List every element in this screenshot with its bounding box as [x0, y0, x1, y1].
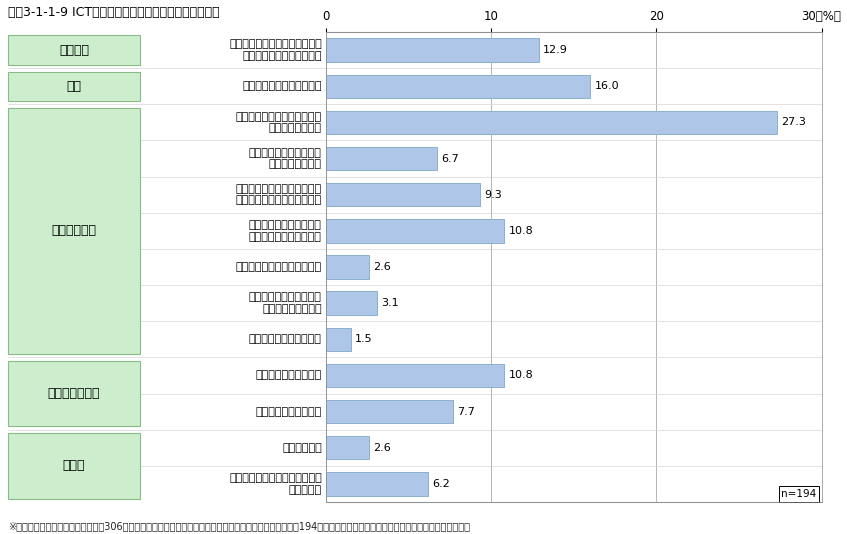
Bar [326, 183, 479, 207]
Bar [326, 364, 505, 387]
Bar [326, 292, 377, 315]
Bar [326, 255, 369, 279]
Text: 6.7: 6.7 [441, 154, 458, 163]
Text: 3.1: 3.1 [381, 298, 399, 308]
Text: 防災無線: 防災無線 [59, 44, 89, 57]
Bar [326, 111, 777, 134]
Text: その他: その他 [63, 459, 86, 472]
Text: 紙媒体の活用: 紙媒体の活用 [282, 443, 322, 453]
Bar [326, 436, 369, 459]
Text: 放送: 放送 [67, 80, 81, 93]
Bar [326, 472, 429, 496]
Text: 情報の集約、一元管理化: 情報の集約、一元管理化 [249, 334, 322, 344]
Text: 10.8: 10.8 [508, 226, 534, 236]
Text: 通信手段（特に携帯電話）を
確保するための電源の重要性: 通信手段（特に携帯電話）を 確保するための電源の重要性 [235, 184, 322, 206]
Text: 通信手段の迅速な復旧・整備: 通信手段の迅速な復旧・整備 [235, 262, 322, 272]
Text: 9.3: 9.3 [484, 190, 501, 200]
Text: 放送による地域情報の提供: 放送による地域情報の提供 [242, 81, 322, 91]
Text: 市民に確実に情報が伝わる手段
（戸別防災無線等）の整備: 市民に確実に情報が伝わる手段 （戸別防災無線等）の整備 [229, 40, 322, 61]
Text: 通信インフラ: 通信インフラ [52, 224, 97, 237]
Text: 2.6: 2.6 [374, 443, 391, 453]
Text: 16.0: 16.0 [595, 81, 619, 91]
Text: n=194: n=194 [782, 489, 817, 499]
Text: インターネットの課題: インターネットの課題 [256, 406, 322, 417]
Text: 12.9: 12.9 [543, 45, 568, 55]
Text: 代替・補完手段としての
衛星電話の必要性: 代替・補完手段としての 衛星電話の必要性 [249, 148, 322, 169]
Text: 情報の正確性、情報配信
方法の多様性の確保: 情報の正確性、情報配信 方法の多様性の確保 [249, 292, 322, 314]
Text: インターネットの効用: インターネットの効用 [256, 371, 322, 380]
Text: インターネット: インターネット [48, 387, 100, 400]
Text: ライフラインの一つとしての
携帯電話の重要性: ライフラインの一つとしての 携帯電話の重要性 [235, 112, 322, 133]
Text: ライフラインとしての電源確保
の重要性等: ライフラインとしての電源確保 の重要性等 [229, 473, 322, 494]
Text: 7.7: 7.7 [457, 406, 475, 417]
Bar [326, 400, 453, 423]
Bar [326, 38, 540, 62]
Bar [326, 327, 351, 351]
Text: ※　比率は、全インタビュー対象（306件）のうち自由回答により具体的な要望やニーズが得られた回答者194件を母数とした、各項目に関する内容の回答件数の割合。: ※ 比率は、全インタビュー対象（306件）のうち自由回答により具体的な要望やニー… [8, 521, 470, 531]
Text: 6.2: 6.2 [433, 479, 451, 489]
Text: 27.3: 27.3 [781, 117, 806, 128]
Text: 通信インフラの可用性、
信頼性、冗長性等の確保: 通信インフラの可用性、 信頼性、冗長性等の確保 [249, 220, 322, 242]
Text: 図表3-1-1-9 ICT環境等に関する具体的な要望やニーズ: 図表3-1-1-9 ICT環境等に関する具体的な要望やニーズ [8, 6, 220, 19]
Text: 10.8: 10.8 [508, 371, 534, 380]
Text: 1.5: 1.5 [355, 334, 373, 344]
Bar [326, 219, 505, 242]
Bar [326, 75, 590, 98]
Bar [326, 147, 437, 170]
Text: 2.6: 2.6 [374, 262, 391, 272]
